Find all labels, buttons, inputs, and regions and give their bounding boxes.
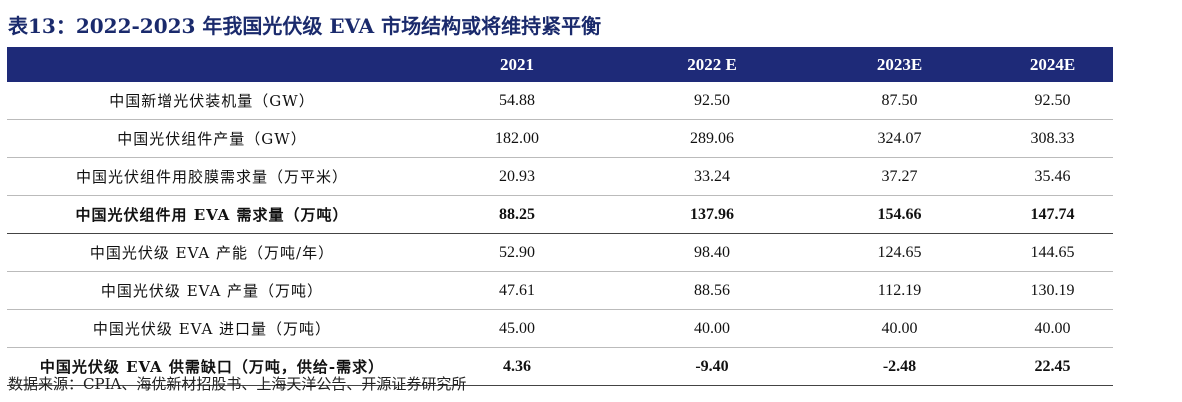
- table-title: 表13：2022-2023 年我国光伏级 EVA 市场结构或将维持紧平衡: [8, 14, 602, 38]
- value-cell: 289.06: [617, 119, 807, 158]
- header-cell: 2023E: [807, 47, 992, 82]
- value-cell: 33.24: [617, 157, 807, 196]
- value-cell: 88.25: [417, 195, 617, 234]
- value-cell: 154.66: [807, 195, 992, 234]
- value-cell: 40.00: [807, 309, 992, 348]
- value-cell: 47.61: [417, 271, 617, 310]
- header-cell: [7, 47, 417, 82]
- value-cell: 4.36: [417, 347, 617, 386]
- value-cell: 147.74: [992, 195, 1113, 234]
- value-cell: 98.40: [617, 233, 807, 272]
- row-label: 中国光伏级 EVA 进口量（万吨）: [7, 309, 417, 348]
- row-label: 中国新增光伏装机量（GW）: [7, 82, 417, 120]
- value-cell: 144.65: [992, 233, 1113, 272]
- table-row: 中国光伏级 EVA 进口量（万吨） 45.00 40.00 40.00 40.00: [7, 309, 1113, 348]
- value-cell: 20.93: [417, 157, 617, 196]
- table-row: 中国光伏组件产量（GW） 182.00 289.06 324.07 308.33: [7, 119, 1113, 158]
- value-cell: -2.48: [807, 347, 992, 386]
- value-cell: 308.33: [992, 119, 1113, 158]
- value-cell: 37.27: [807, 157, 992, 196]
- value-cell: 35.46: [992, 157, 1113, 196]
- header-cell: 2022 E: [617, 47, 807, 82]
- row-label: 中国光伏组件用 EVA 需求量（万吨）: [7, 195, 417, 234]
- header-cell: 2021: [417, 47, 617, 82]
- value-cell: 54.88: [417, 82, 617, 120]
- value-cell: 124.65: [807, 233, 992, 272]
- table-row: 中国光伏级 EVA 产量（万吨） 47.61 88.56 112.19 130.19: [7, 271, 1113, 310]
- value-cell: 45.00: [417, 309, 617, 348]
- value-cell: 137.96: [617, 195, 807, 234]
- row-label: 中国光伏组件产量（GW）: [7, 119, 417, 158]
- value-cell: 92.50: [617, 82, 807, 120]
- header-cell: 2024E: [992, 47, 1113, 82]
- table-row: 中国光伏组件用胶膜需求量（万平米） 20.93 33.24 37.27 35.46: [7, 157, 1113, 196]
- row-label: 中国光伏级 EVA 供需缺口（万吨，供给-需求）: [7, 347, 417, 386]
- value-cell: 22.45: [992, 347, 1113, 386]
- value-cell: 40.00: [617, 309, 807, 348]
- value-cell: -9.40: [617, 347, 807, 386]
- value-cell: 52.90: [417, 233, 617, 272]
- data-table: 2021 2022 E 2023E 2024E 中国新增光伏装机量（GW） 54.88 9…: [7, 47, 1113, 386]
- value-cell: 324.07: [807, 119, 992, 158]
- row-label: 中国光伏级 EVA 产量（万吨）: [7, 271, 417, 310]
- value-cell: 92.50: [992, 82, 1113, 120]
- table-row: 中国光伏级 EVA 产能（万吨/年） 52.90 98.40 124.65 144.65: [7, 233, 1113, 272]
- table-row: 中国新增光伏装机量（GW） 54.88 92.50 87.50 92.50: [7, 82, 1113, 120]
- value-cell: 40.00: [992, 309, 1113, 348]
- table-row: 中国光伏级 EVA 供需缺口（万吨，供给-需求） 4.36 -9.40 -2.48 22…: [7, 347, 1113, 386]
- value-cell: 130.19: [992, 271, 1113, 310]
- row-label: 中国光伏级 EVA 产能（万吨/年）: [7, 233, 417, 272]
- value-cell: 182.00: [417, 119, 617, 158]
- value-cell: 87.50: [807, 82, 992, 120]
- value-cell: 112.19: [807, 271, 992, 310]
- table-body: 中国新增光伏装机量（GW） 54.88 92.50 87.50 92.50 中国光伏组件产…: [7, 82, 1113, 386]
- header-row: 2021 2022 E 2023E 2024E: [7, 47, 1113, 82]
- row-label: 中国光伏组件用胶膜需求量（万平米）: [7, 157, 417, 196]
- source-note: 数据来源：CPIA、海优新材招股书、上海天洋公告、开源证券研究所: [8, 375, 467, 393]
- value-cell: 88.56: [617, 271, 807, 310]
- table-row: 中国光伏组件用 EVA 需求量（万吨） 88.25 137.96 154.66 147.…: [7, 195, 1113, 234]
